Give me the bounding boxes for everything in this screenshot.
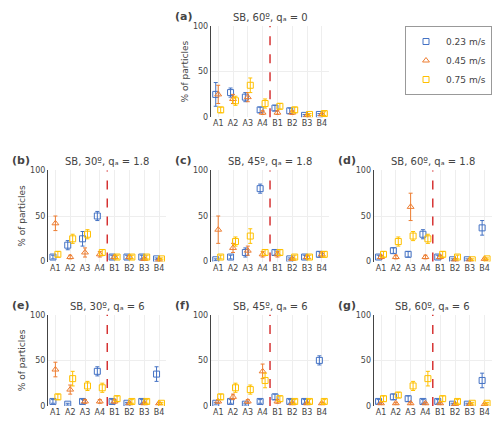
svg-text:A1: A1 bbox=[376, 408, 387, 417]
svg-text:A2: A2 bbox=[228, 408, 239, 417]
svg-text:A2: A2 bbox=[65, 264, 76, 273]
svg-text:100: 100 bbox=[30, 166, 45, 175]
svg-text:100: 100 bbox=[193, 22, 208, 31]
svg-text:(c): (c) bbox=[175, 154, 192, 167]
svg-text:B2: B2 bbox=[124, 264, 135, 273]
svg-text:A4: A4 bbox=[257, 264, 268, 273]
svg-text:100: 100 bbox=[193, 166, 208, 175]
svg-text:B4: B4 bbox=[154, 264, 165, 273]
svg-text:B4: B4 bbox=[479, 408, 490, 417]
svg-text:B2: B2 bbox=[450, 264, 461, 273]
svg-text:A3: A3 bbox=[80, 408, 91, 417]
svg-text:A1: A1 bbox=[50, 264, 61, 273]
svg-text:B2: B2 bbox=[287, 264, 298, 273]
svg-text:0: 0 bbox=[366, 257, 371, 266]
svg-text:100: 100 bbox=[193, 311, 208, 320]
svg-text:B3: B3 bbox=[465, 408, 476, 417]
svg-text:B4: B4 bbox=[479, 264, 490, 273]
svg-text:% of particles: % of particles bbox=[17, 185, 27, 247]
svg-text:50: 50 bbox=[35, 212, 45, 221]
svg-text:B1: B1 bbox=[272, 408, 283, 417]
svg-text:50: 50 bbox=[198, 67, 208, 76]
svg-text:B1: B1 bbox=[272, 119, 283, 128]
svg-text:A2: A2 bbox=[228, 264, 239, 273]
svg-text:0: 0 bbox=[203, 257, 208, 266]
svg-text:0: 0 bbox=[203, 402, 208, 411]
svg-text:SB, 60º, qₐ = 1.8: SB, 60º, qₐ = 1.8 bbox=[391, 156, 475, 167]
svg-text:A4: A4 bbox=[420, 264, 431, 273]
svg-text:A1: A1 bbox=[213, 408, 224, 417]
svg-text:A4: A4 bbox=[95, 408, 106, 417]
svg-text:0.23 m/s: 0.23 m/s bbox=[446, 37, 486, 47]
svg-text:B2: B2 bbox=[287, 119, 298, 128]
svg-text:B4: B4 bbox=[154, 408, 165, 417]
svg-text:A4: A4 bbox=[257, 408, 268, 417]
svg-text:B2: B2 bbox=[450, 408, 461, 417]
svg-text:50: 50 bbox=[361, 212, 371, 221]
svg-text:B3: B3 bbox=[302, 119, 313, 128]
svg-text:A3: A3 bbox=[243, 408, 254, 417]
svg-text:B3: B3 bbox=[139, 264, 150, 273]
svg-text:A2: A2 bbox=[65, 408, 76, 417]
svg-text:B2: B2 bbox=[124, 408, 135, 417]
svg-text:A3: A3 bbox=[243, 264, 254, 273]
svg-text:B3: B3 bbox=[302, 264, 313, 273]
svg-text:A1: A1 bbox=[376, 264, 387, 273]
svg-text:0: 0 bbox=[203, 113, 208, 122]
svg-text:50: 50 bbox=[198, 212, 208, 221]
svg-text:A3: A3 bbox=[405, 264, 416, 273]
svg-text:SB, 60º, qₐ = 0: SB, 60º, qₐ = 0 bbox=[233, 12, 308, 23]
svg-text:SB, 30º, qₐ = 6: SB, 30º, qₐ = 6 bbox=[70, 301, 145, 312]
svg-text:(f): (f) bbox=[175, 299, 190, 312]
svg-text:SB, 60º, qₐ = 6: SB, 60º, qₐ = 6 bbox=[395, 301, 470, 312]
svg-text:B4: B4 bbox=[317, 408, 328, 417]
svg-text:B2: B2 bbox=[287, 408, 298, 417]
svg-text:SB, 30º, qₐ = 1.8: SB, 30º, qₐ = 1.8 bbox=[65, 156, 149, 167]
svg-text:A2: A2 bbox=[391, 264, 402, 273]
svg-text:A4: A4 bbox=[420, 408, 431, 417]
svg-text:(d): (d) bbox=[338, 154, 356, 167]
svg-text:0.75 m/s: 0.75 m/s bbox=[446, 75, 486, 85]
svg-text:0.45 m/s: 0.45 m/s bbox=[446, 56, 486, 66]
svg-text:100: 100 bbox=[356, 166, 371, 175]
svg-text:B1: B1 bbox=[109, 264, 120, 273]
svg-text:A2: A2 bbox=[391, 408, 402, 417]
svg-text:SB, 45º, qₐ = 6: SB, 45º, qₐ = 6 bbox=[233, 301, 308, 312]
svg-text:A4: A4 bbox=[95, 264, 106, 273]
svg-text:0: 0 bbox=[366, 402, 371, 411]
svg-text:% of particles: % of particles bbox=[180, 41, 190, 103]
svg-text:100: 100 bbox=[356, 311, 371, 320]
svg-text:50: 50 bbox=[35, 356, 45, 365]
svg-text:A3: A3 bbox=[243, 119, 254, 128]
svg-text:B1: B1 bbox=[272, 264, 283, 273]
svg-text:A1: A1 bbox=[213, 264, 224, 273]
svg-text:% of particles: % of particles bbox=[17, 329, 27, 391]
svg-text:B3: B3 bbox=[302, 408, 313, 417]
svg-text:0: 0 bbox=[40, 257, 45, 266]
svg-text:B4: B4 bbox=[317, 264, 328, 273]
svg-text:100: 100 bbox=[30, 311, 45, 320]
svg-text:B1: B1 bbox=[435, 408, 446, 417]
svg-text:B3: B3 bbox=[465, 264, 476, 273]
svg-text:SB, 45º, qₐ = 1.8: SB, 45º, qₐ = 1.8 bbox=[228, 156, 312, 167]
svg-text:(e): (e) bbox=[12, 299, 30, 312]
svg-text:50: 50 bbox=[361, 356, 371, 365]
svg-text:B1: B1 bbox=[109, 408, 120, 417]
svg-text:B4: B4 bbox=[317, 119, 328, 128]
svg-text:A3: A3 bbox=[80, 264, 91, 273]
svg-text:A2: A2 bbox=[228, 119, 239, 128]
svg-text:A1: A1 bbox=[213, 119, 224, 128]
svg-text:A4: A4 bbox=[257, 119, 268, 128]
svg-text:B3: B3 bbox=[139, 408, 150, 417]
svg-text:50: 50 bbox=[198, 356, 208, 365]
svg-text:(b): (b) bbox=[12, 154, 30, 167]
svg-text:B1: B1 bbox=[435, 264, 446, 273]
svg-text:A1: A1 bbox=[50, 408, 61, 417]
svg-text:A3: A3 bbox=[405, 408, 416, 417]
svg-text:(g): (g) bbox=[338, 299, 356, 312]
svg-text:(a): (a) bbox=[175, 10, 192, 23]
svg-text:0: 0 bbox=[40, 402, 45, 411]
